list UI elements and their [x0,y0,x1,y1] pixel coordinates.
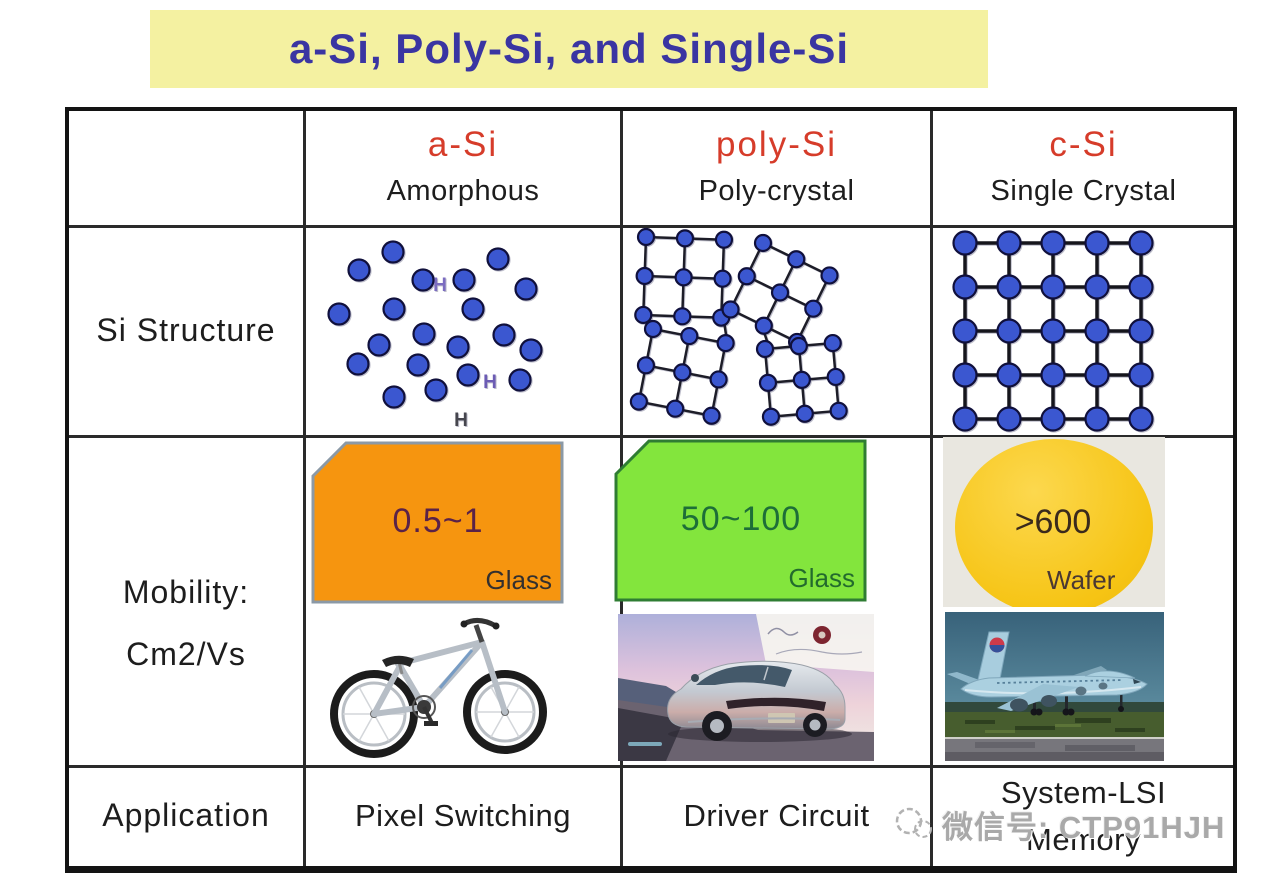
poly-si-application: Driver Circuit [683,797,870,833]
hydrogen-atom-label: H [433,275,447,296]
header-name-single-crystal: Single Crystal [990,175,1177,207]
header-abbr-a-si: a-Si [427,125,499,164]
grid-line-vertical [930,111,933,866]
row-label-mobility: Mobility: Cm2/Vs [69,435,303,765]
mobility-label-line1: Mobility: [122,574,250,610]
green-glass-panel-shape [614,439,867,602]
hydrogen-atom-label: H [483,372,497,393]
poly-si-substrate-label: Glass [788,563,855,593]
poly-si-mobility-value: 50~100 [680,500,802,538]
column-header-a-si: a-Si Amorphous [306,113,620,223]
a-si-application: Pixel Switching [355,797,571,833]
poly-crystal-structure-diagram [629,227,848,426]
header-abbr-poly-si: poly-Si [716,125,837,164]
amorphous-structure-diagram: H H H [327,240,543,431]
slide-title: a-Si, Poly-Si, and Single-Si [288,25,850,72]
column-header-poly-si: poly-Si Poly-crystal [623,113,930,223]
header-name-amorphous: Amorphous [386,175,540,207]
orange-glass-panel-shape [311,441,564,604]
c-si-mobility-panel: >600 Wafer [943,437,1165,607]
column-header-c-si: c-Si Single Crystal [933,113,1234,223]
c-si-application-line2: Memory [1026,821,1141,857]
grid-line-horizontal [69,435,1233,438]
grid-line-vertical [303,111,306,866]
header-name-poly-crystal: Poly-crystal [698,175,855,207]
c-si-application-line1: System-LSI [1000,774,1167,810]
header-abbr-c-si: c-Si [1049,125,1118,164]
silicon-wafer-circle [955,439,1153,607]
grid-line-horizontal [69,225,1233,228]
mobility-label-line2: Cm2/Vs [126,636,246,672]
single-crystal-structure-diagram [952,230,1154,432]
airplane-image [945,612,1164,761]
c-si-mobility-value: >600 [1014,503,1092,541]
car-image [618,614,874,761]
row-label-application: Application [102,797,270,833]
row-label-si-structure: Si Structure [96,311,276,348]
wechat-icon [895,807,932,838]
c-si-substrate-label: Wafer [1047,565,1116,595]
hydrogen-atom-label: H [454,410,468,431]
a-si-substrate-label: Glass [485,565,552,595]
a-si-mobility-panel: 0.5~1 Glass [310,440,566,606]
comparison-table: a-Si Amorphous poly-Si Poly-crystal c-Si… [65,107,1237,873]
c-si-application: System-LSI Memory [933,765,1234,866]
poly-si-mobility-panel: 50~100 Glass [613,438,869,604]
a-si-mobility-value: 0.5~1 [392,502,484,540]
watermark-text: 微信号: CTP91HJH [942,809,1226,845]
grid-line-horizontal [69,765,1233,768]
title-banner: a-Si, Poly-Si, and Single-Si [150,10,988,88]
watermark: 微信号: CTP91HJH [892,800,1225,848]
bicycle-image [330,618,547,758]
